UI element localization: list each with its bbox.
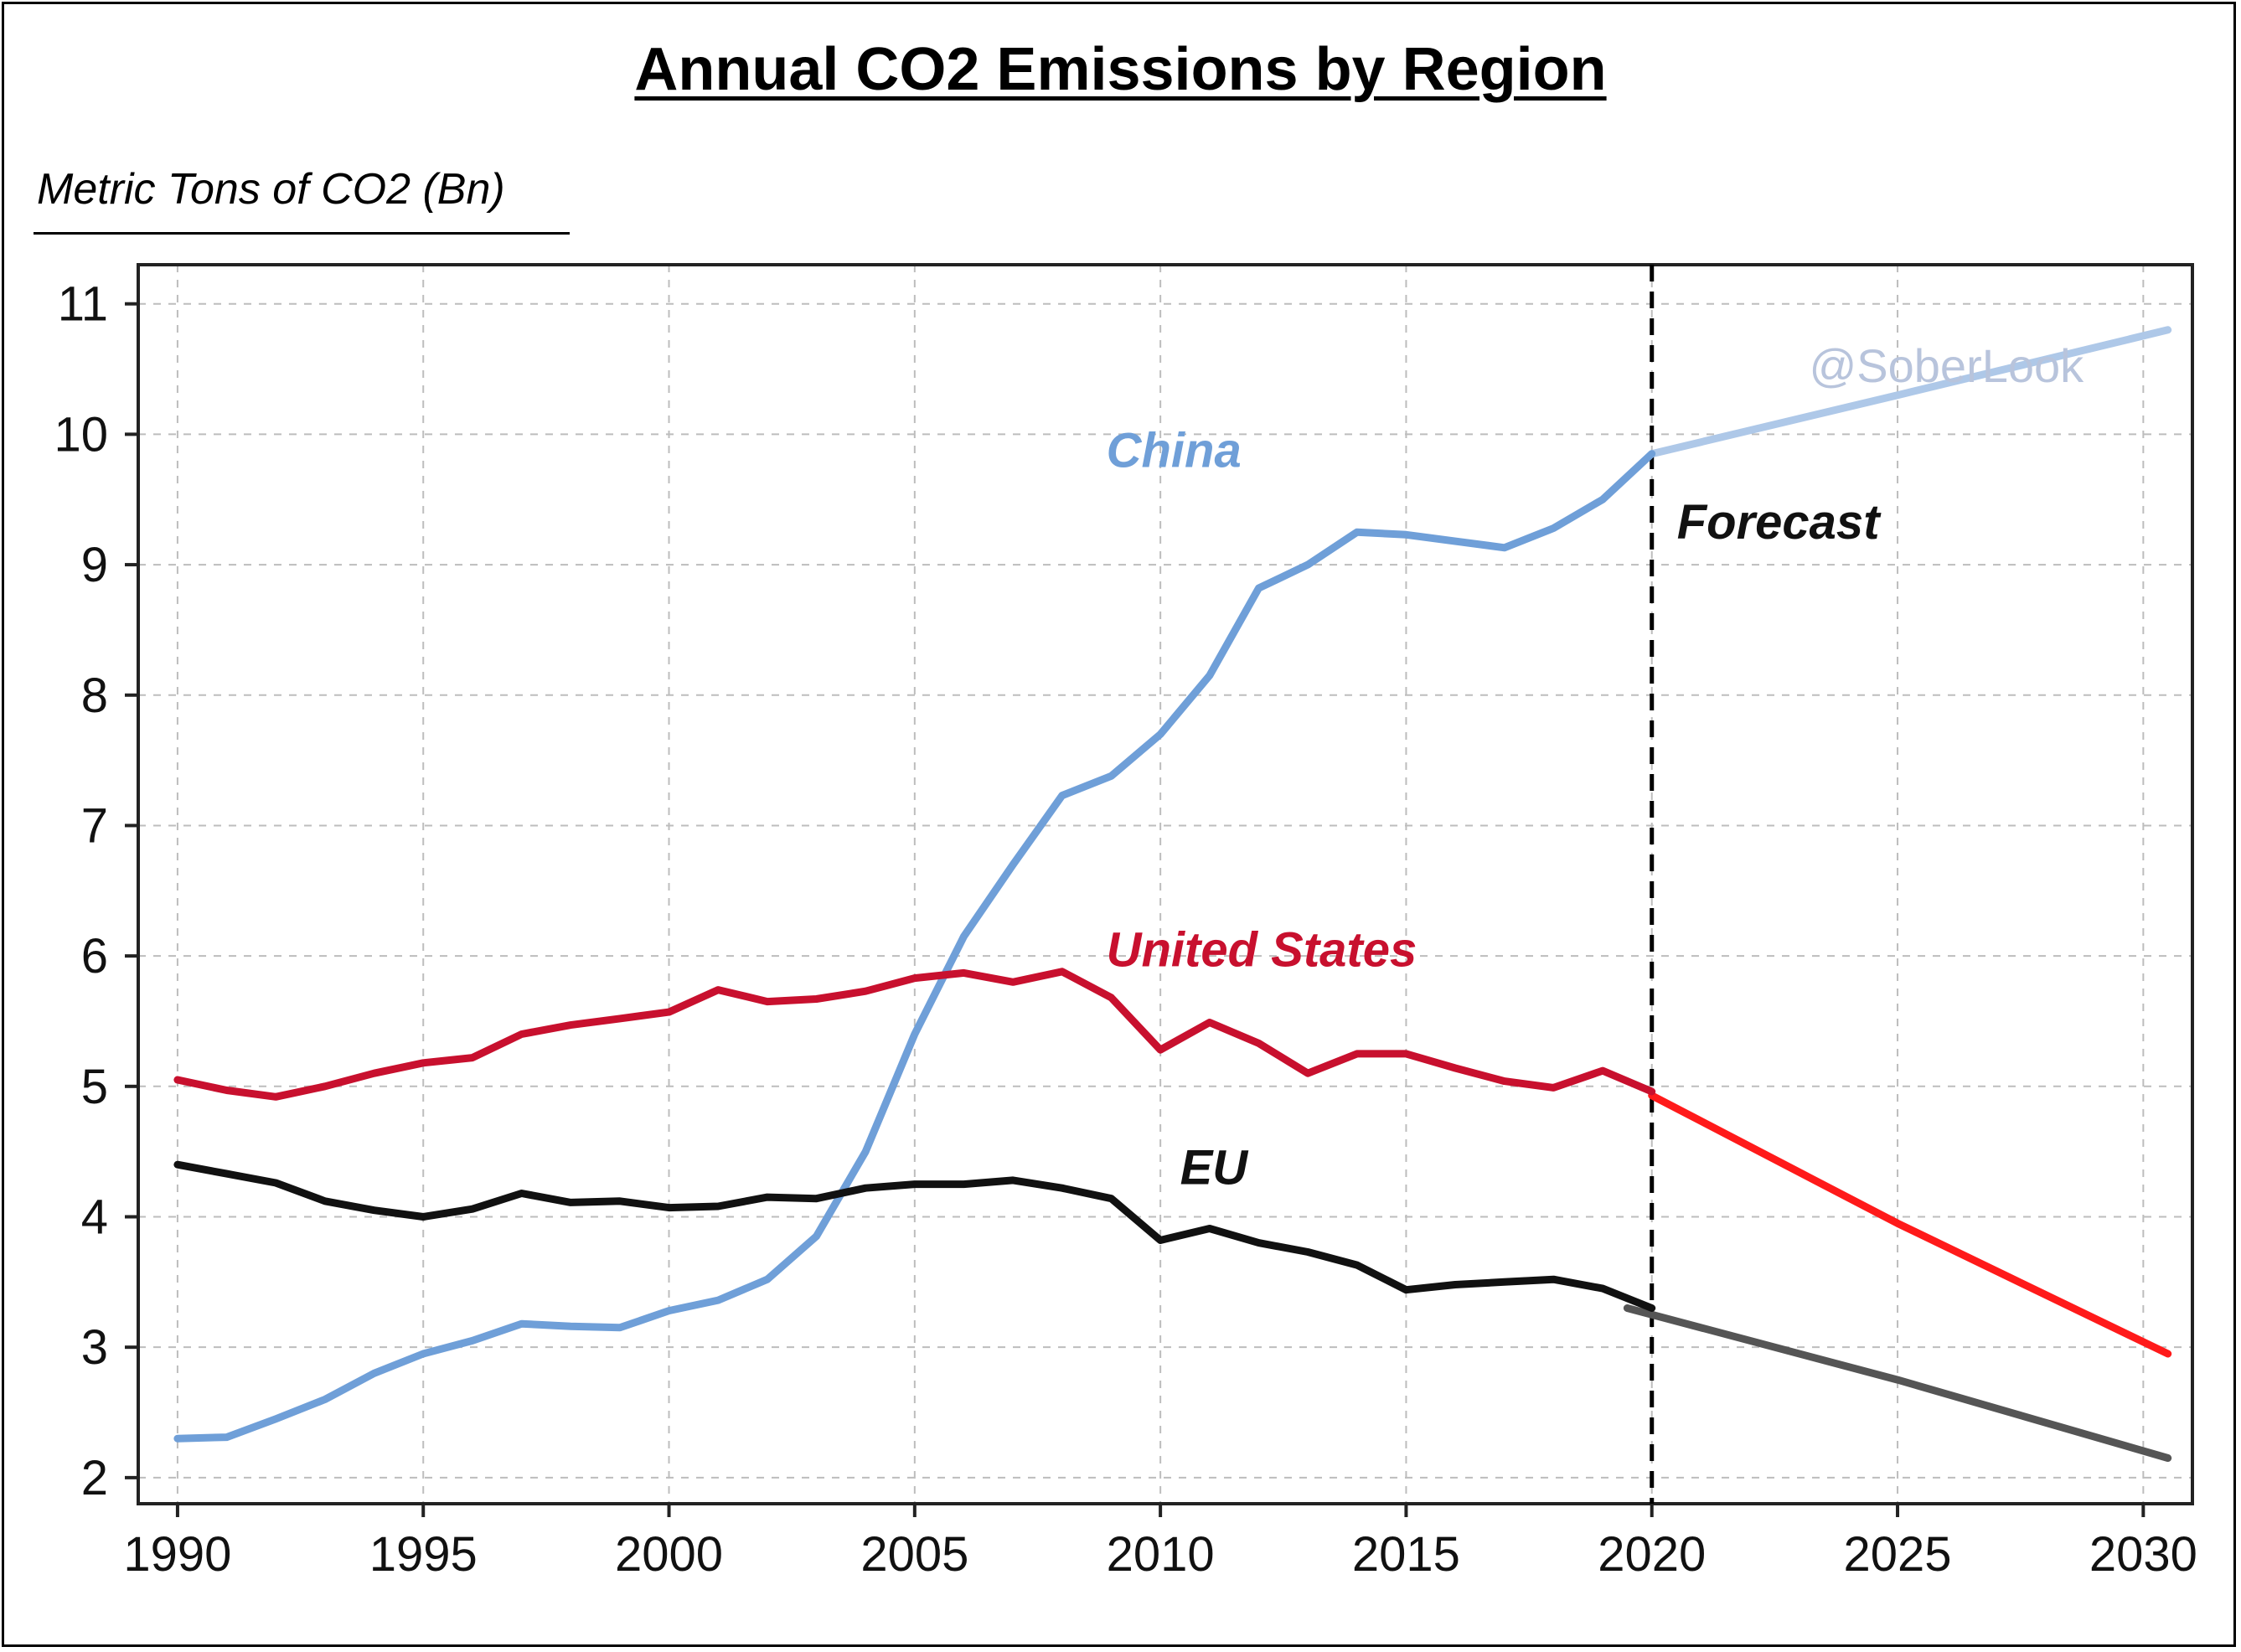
- series-line-china: [173, 450, 1656, 1443]
- x-tick-label: 2000: [615, 1527, 723, 1582]
- y-tick-label: 6: [81, 929, 108, 983]
- series-line-united-states: [173, 968, 1656, 1101]
- x-tick-label: 2010: [1107, 1527, 1215, 1582]
- y-tick-label: 4: [81, 1190, 108, 1244]
- y-tick-label: 3: [81, 1320, 108, 1375]
- forecast-label: Forecast: [1677, 495, 1882, 550]
- y-tick-label: 2: [81, 1451, 108, 1505]
- x-tick-label: 2025: [1844, 1527, 1952, 1582]
- y-tick-label: 7: [81, 798, 108, 853]
- series-forecast-united-states: [1648, 1092, 2172, 1358]
- chart-labels: Forecast @SoberLook China United States EU: [1107, 339, 2085, 1195]
- series-label-united-states: United States: [1107, 923, 1417, 978]
- y-tick-label: 8: [81, 669, 108, 723]
- series-forecast-eu: [1623, 1304, 2172, 1462]
- axes: 1990 1995 2000 2005 2010 2015 2020 2025 2030 2 3 4 5…: [54, 263, 2197, 1582]
- x-tick-label: 1995: [369, 1527, 478, 1582]
- x-tick-label: 2020: [1598, 1527, 1706, 1582]
- y-axis-label: Metric Tons of CO2 (Bn): [37, 165, 505, 214]
- series-forecast-china: [1648, 326, 2172, 458]
- watermark-text: @SoberLook: [1809, 339, 2084, 392]
- x-tick-label: 2030: [2089, 1527, 2197, 1582]
- series-label-eu: EU: [1180, 1141, 1250, 1195]
- y-axis-label-underline: [34, 232, 570, 235]
- y-tick-label: 10: [54, 407, 108, 462]
- chart-title: Annual CO2 Emissions by Region: [634, 36, 1607, 103]
- series-label-china: China: [1107, 423, 1242, 478]
- x-tick-label: 2015: [1352, 1527, 1460, 1582]
- y-tick-label: 5: [81, 1060, 108, 1114]
- series-line-eu: [173, 1160, 1656, 1312]
- series-lines: [173, 326, 2172, 1462]
- grid: [138, 265, 2192, 1504]
- plot-area-border: [137, 263, 2194, 1505]
- y-tick-label: 11: [58, 277, 108, 332]
- x-tick-label: 1990: [123, 1527, 231, 1582]
- x-tick-label: 2005: [860, 1527, 968, 1582]
- y-tick-label: 9: [81, 538, 108, 592]
